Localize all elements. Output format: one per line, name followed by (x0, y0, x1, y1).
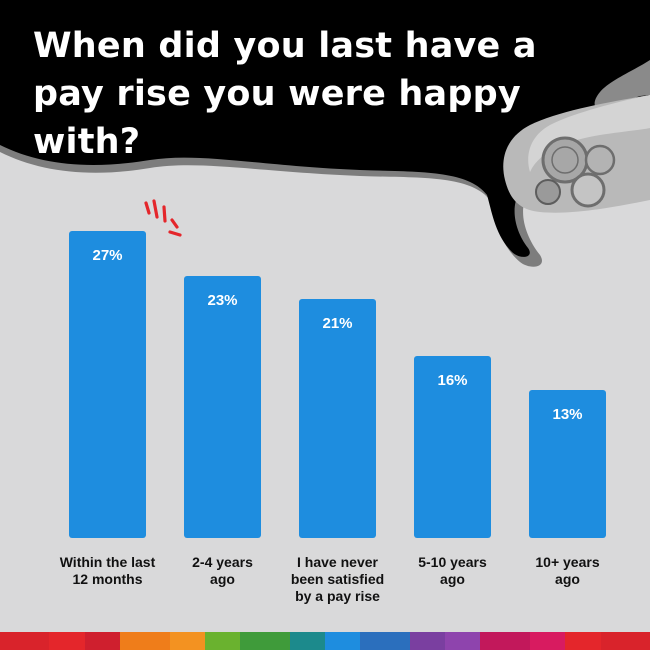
bar-value-label: 16% (437, 372, 468, 390)
category-label: 10+ years ago (535, 554, 600, 587)
bar: 16% (414, 356, 491, 538)
stripe-segment (600, 632, 650, 650)
bar-value-label: 21% (322, 315, 353, 333)
stripe-segment (360, 632, 410, 650)
stripe-segment (84, 632, 121, 650)
bar: 21% (299, 299, 376, 538)
stripe-segment (120, 632, 170, 650)
header-wave (0, 0, 650, 257)
category-label: Within the last 12 months (59, 554, 156, 587)
bar: 13% (529, 390, 606, 538)
stripe-segment (480, 632, 530, 650)
stripe-segment (169, 632, 205, 650)
stripe-segment (49, 632, 85, 650)
emphasis-lines-icon (144, 199, 182, 237)
stripe-segment (240, 632, 290, 650)
stripe-segment (529, 632, 566, 650)
stripe-segment (445, 632, 481, 650)
category-label: 5-10 years ago (418, 554, 487, 587)
bar: 23% (184, 276, 261, 538)
stripe-segment (0, 632, 50, 650)
stripe-segment (409, 632, 446, 650)
color-stripe (0, 632, 650, 650)
stripe-segment (325, 632, 361, 650)
bar-value-label: 13% (552, 406, 583, 424)
hand-with-coins-icon (503, 60, 650, 213)
stripe-segment (204, 632, 241, 650)
stripe-segment (565, 632, 601, 650)
category-label: I have never been satisfied by a pay ris… (290, 554, 385, 604)
bar-value-label: 27% (92, 247, 123, 264)
stripe-segment (289, 632, 325, 650)
page-title: When did you last have a pay rise you we… (33, 26, 537, 162)
category-label: 2-4 years ago (192, 554, 253, 587)
bar: 27% (69, 231, 146, 538)
bar-value-label: 23% (207, 292, 238, 310)
